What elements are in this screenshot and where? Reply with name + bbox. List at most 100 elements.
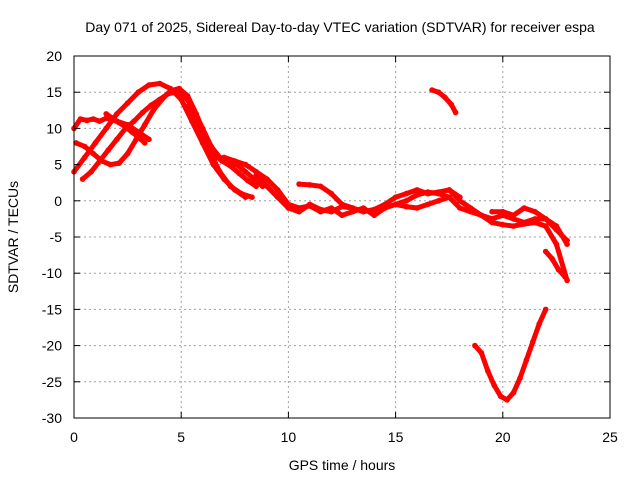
data-point xyxy=(371,212,378,219)
data-point xyxy=(103,111,109,117)
x-tick-label: 5 xyxy=(177,429,185,445)
data-point xyxy=(142,140,148,146)
data-point xyxy=(414,205,420,211)
y-tick-label: -25 xyxy=(42,374,62,390)
x-tick-label: 25 xyxy=(602,429,618,445)
y-axis: -30 -25 -20 -15 -10 -5 0 5 10 15 20 xyxy=(42,48,610,426)
data-point xyxy=(435,89,442,95)
data-point xyxy=(489,208,495,215)
y-tick-label: 0 xyxy=(54,193,62,209)
data-point xyxy=(521,205,527,211)
data-point xyxy=(446,194,453,200)
data-point xyxy=(114,118,120,124)
data-point xyxy=(146,82,152,88)
data-point xyxy=(504,397,510,403)
data-point xyxy=(521,221,527,227)
data-point xyxy=(217,169,223,175)
data-point xyxy=(530,339,536,345)
series-sat-track-13 xyxy=(543,249,568,280)
data-point xyxy=(532,208,538,215)
data-point xyxy=(81,154,88,161)
data-point xyxy=(553,241,560,247)
series-sat-track-8 xyxy=(253,173,356,215)
data-point xyxy=(135,89,142,95)
data-point xyxy=(142,122,148,128)
data-point xyxy=(133,136,139,143)
data-point xyxy=(131,118,137,124)
data-point xyxy=(435,189,442,195)
x-tick-label: 20 xyxy=(495,429,511,445)
data-point xyxy=(489,219,495,226)
data-point xyxy=(403,190,410,197)
data-point xyxy=(349,205,356,211)
series-sat-track-4 xyxy=(73,86,259,189)
series-sat-track-14 xyxy=(429,87,459,115)
data-point xyxy=(176,85,182,92)
data-point xyxy=(253,183,259,190)
data-point xyxy=(124,100,131,106)
x-tick-label: 15 xyxy=(388,429,404,445)
data-point xyxy=(90,150,97,157)
data-point xyxy=(542,223,549,229)
data-point xyxy=(88,169,94,175)
data-point xyxy=(232,158,238,164)
data-point xyxy=(274,194,281,200)
data-point xyxy=(435,198,442,204)
data-point xyxy=(84,117,90,124)
data-point xyxy=(184,103,191,110)
y-tick-label: 20 xyxy=(46,48,62,64)
data-point xyxy=(491,382,498,389)
data-point xyxy=(510,212,517,219)
data-point xyxy=(105,147,112,153)
data-point xyxy=(442,94,448,101)
series-sat-track-15 xyxy=(472,306,549,403)
data-point xyxy=(564,237,570,244)
series-sat-track-10 xyxy=(393,194,570,247)
series-sat-track-11 xyxy=(446,187,570,283)
data-point xyxy=(135,129,142,135)
data-point xyxy=(148,102,154,108)
data-point xyxy=(92,140,99,146)
data-point xyxy=(285,205,292,211)
y-axis-label: SDTVAR / TECUs xyxy=(5,181,21,293)
data-point xyxy=(296,208,302,215)
data-point xyxy=(296,181,302,187)
data-point xyxy=(360,208,367,215)
data-point xyxy=(124,122,131,128)
data-point xyxy=(227,163,234,169)
data-point xyxy=(317,183,324,190)
data-point xyxy=(497,393,504,400)
data-point xyxy=(157,80,163,87)
data-point xyxy=(242,169,249,175)
data-point xyxy=(510,223,517,229)
data-point xyxy=(414,187,420,193)
data-point xyxy=(457,205,463,211)
data-point xyxy=(150,107,157,114)
data-point xyxy=(253,172,259,179)
data-point xyxy=(206,147,212,153)
data-point xyxy=(523,357,530,363)
data-point xyxy=(328,190,335,197)
data-point xyxy=(429,87,435,93)
data-point xyxy=(264,183,270,190)
data-point xyxy=(317,206,324,213)
data-point xyxy=(146,136,152,143)
data-point xyxy=(425,201,431,208)
data-point xyxy=(478,212,485,219)
data-point xyxy=(536,321,542,327)
y-tick-label: 15 xyxy=(46,84,62,100)
data-point xyxy=(500,208,506,215)
y-tick-label: -20 xyxy=(42,338,62,354)
data-point xyxy=(244,177,251,184)
data-point xyxy=(549,255,555,262)
data-point xyxy=(382,201,388,208)
x-axis-label: GPS time / hours xyxy=(289,457,396,473)
data-point xyxy=(236,170,242,177)
data-point xyxy=(264,176,270,182)
y-tick-label: -5 xyxy=(50,229,63,245)
series-sat-track-9 xyxy=(296,181,463,215)
data-point xyxy=(90,116,97,122)
data-point xyxy=(457,198,463,204)
data-point xyxy=(510,389,517,396)
